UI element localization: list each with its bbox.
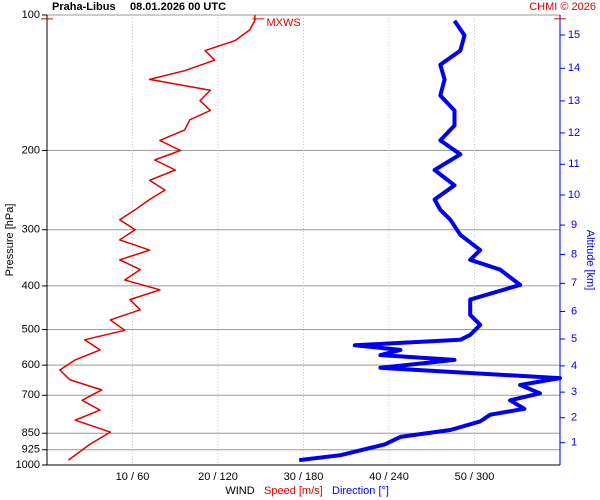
x-axis-label: WIND	[225, 485, 254, 497]
x-tick-label: 20 / 120	[198, 471, 238, 483]
legend-entry: Speed [m/s]	[264, 485, 323, 497]
x-tick-label: 30 / 180	[284, 471, 324, 483]
y2-tick-label: 5	[571, 333, 577, 345]
chart-title: Praha-Libus	[52, 1, 116, 13]
y-tick-label: 500	[22, 323, 40, 335]
chart-subtitle: 08.01.2026 00 UTC	[130, 1, 226, 13]
y2-tick-label: 11	[568, 158, 579, 170]
y2-tick-label: 10	[568, 189, 580, 201]
y2-tick-label: 13	[568, 95, 580, 107]
y-tick-label: 200	[22, 144, 40, 156]
y2-axis-label: Altitude [km]	[584, 230, 596, 291]
legend-entry: Direction [°]	[332, 485, 389, 497]
series-line	[59, 15, 256, 461]
y-tick-label: 400	[22, 280, 40, 292]
credit: CHMI © 2026	[529, 1, 596, 13]
y2-tick-label: 1	[571, 437, 577, 449]
y2-tick-label: 4	[571, 360, 577, 372]
y-tick-label: 925	[22, 444, 40, 456]
y-tick-label: 300	[22, 224, 40, 236]
annotation: MXWS	[266, 17, 300, 29]
y-tick-label: 700	[22, 389, 40, 401]
y-tick-label: 600	[22, 359, 40, 371]
y2-tick-label: 2	[571, 412, 577, 424]
y2-tick-label: 3	[571, 386, 577, 398]
y2-tick-label: 7	[571, 277, 577, 289]
x-tick-label: 10 / 60	[116, 471, 150, 483]
y2-tick-label: 15	[568, 29, 580, 41]
y2-tick-label: 12	[568, 127, 580, 139]
y2-tick-label: 6	[571, 305, 577, 317]
y-tick-label: 1000	[16, 459, 40, 471]
y2-tick-label: 14	[568, 62, 580, 74]
x-tick-label: 50 / 300	[455, 471, 495, 483]
y-axis-label: Pressure [hPa]	[4, 204, 16, 277]
series-line	[298, 19, 562, 463]
y-tick-label: 100	[22, 9, 40, 21]
y-tick-label: 850	[22, 427, 40, 439]
x-tick-label: 40 / 240	[369, 471, 409, 483]
y2-tick-label: 8	[571, 248, 577, 260]
y2-tick-label: 9	[571, 219, 577, 231]
